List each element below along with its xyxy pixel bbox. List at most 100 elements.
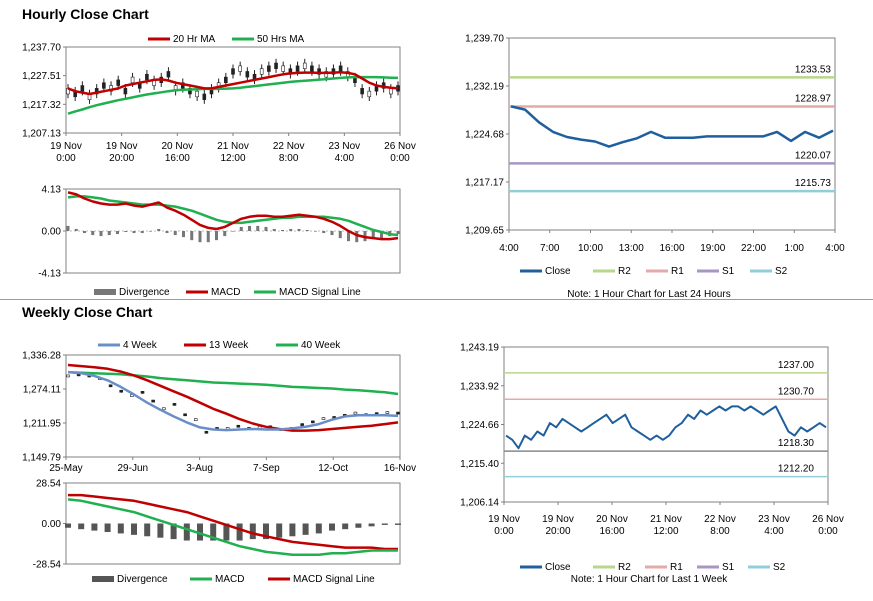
weekly-divergence-bar xyxy=(78,523,85,530)
weekly-divergence-bar xyxy=(263,523,269,540)
hourly-divergence-bar xyxy=(305,229,309,231)
weekly-price-candle xyxy=(66,374,70,378)
weekly-price-candle xyxy=(311,420,315,424)
hourly-price-legend-label: 20 Hr MA xyxy=(173,34,216,45)
hourly-price-candle xyxy=(123,88,128,95)
hourly-divergence-bar xyxy=(347,231,350,242)
weekly-divergence-bar xyxy=(381,523,388,525)
hourly-price-candle xyxy=(324,71,329,78)
weekly-levels-x-axis-label: 12:00 xyxy=(653,526,678,537)
section-divider xyxy=(0,299,873,300)
hourly-macd-legend-label: Divergence xyxy=(119,287,170,298)
hourly-price-candle xyxy=(310,65,314,72)
weekly-13wk-line xyxy=(67,363,399,432)
hourly-divergence-bar xyxy=(173,231,177,236)
weekly-divergence-bar xyxy=(395,523,401,525)
hourly-divergence-bar xyxy=(264,226,268,231)
weekly-levels-x-axis-label: 16:00 xyxy=(599,526,624,537)
weekly-price-y-axis-label: 1,274.11 xyxy=(23,385,62,396)
weekly-levels-x-axis-label: 0:00 xyxy=(818,526,838,537)
hourly-price-candle xyxy=(389,88,393,95)
hourly-levels-y-axis-label: 1,224.68 xyxy=(465,130,504,141)
hourly-levels-legend-label: S2 xyxy=(775,266,788,277)
weekly-levels-y-axis-label: 1,215.40 xyxy=(460,459,499,470)
weekly-divergence-bar xyxy=(65,523,71,528)
hourly-price-x-axis-label: 22 Nov xyxy=(273,141,305,152)
weekly-price-candle xyxy=(172,403,177,406)
weekly-level-r2-label: 1237.00 xyxy=(778,360,815,371)
weekly-divergence-bar xyxy=(342,523,349,530)
weekly-levels-legend-label: Close xyxy=(545,562,571,573)
hourly-macd-signal-line xyxy=(67,195,399,237)
hourly-macd-legend-label: MACD Signal Line xyxy=(279,287,361,298)
weekly-price-x-axis-label: 25-May xyxy=(49,463,82,474)
weekly-price-y-axis-label: 1,149.79 xyxy=(22,453,61,464)
weekly-divergence-bar xyxy=(368,523,375,527)
hourly-price-candle xyxy=(245,71,250,78)
hourly-price-candle xyxy=(295,65,300,72)
weekly-divergence-bar xyxy=(170,523,177,540)
hourly-price-x-axis-label: 4:00 xyxy=(335,153,355,164)
hourly-macd-line xyxy=(67,191,399,241)
hourly-levels-note: Note: 1 Hour Chart for Last 24 Hours xyxy=(567,289,730,300)
weekly-section-title: Weekly Close Chart xyxy=(22,304,153,320)
weekly-levels-y-axis-label: 1,243.19 xyxy=(460,343,499,354)
hourly-section-title: Hourly Close Chart xyxy=(22,6,149,22)
hourly-divergence-bar xyxy=(330,231,334,236)
hourly-price-x-axis-label: 0:00 xyxy=(56,153,76,164)
weekly-divergence-bar xyxy=(197,523,203,541)
hourly-price-candle xyxy=(116,79,121,86)
weekly-levels-y-axis-label: 1,224.66 xyxy=(460,420,499,431)
weekly-level-s1-label: 1218.30 xyxy=(778,438,815,449)
hourly-divergence-bar xyxy=(215,231,218,241)
hourly-levels-x-axis-label: 16:00 xyxy=(659,243,684,254)
weekly-levels-y-axis-label: 1,206.14 xyxy=(460,498,499,509)
weekly-divergence-bar xyxy=(355,523,362,528)
weekly-macd-y-axis-label: 28.54 xyxy=(36,479,61,490)
weekly-levels-legend-label: S1 xyxy=(722,562,735,573)
hourly-levels-y-axis-label: 1,217.17 xyxy=(465,178,504,189)
weekly-close-line xyxy=(505,405,827,450)
hourly-divergence-bar xyxy=(99,231,103,237)
hourly-price-candle xyxy=(102,82,106,89)
hourly-price-x-axis-label: 8:00 xyxy=(279,153,299,164)
weekly-macd-legend-label: Divergence xyxy=(117,574,168,585)
hourly-levels-y-axis-label: 1,239.70 xyxy=(465,34,504,45)
hourly-price-x-axis-label: 20:00 xyxy=(109,153,134,164)
weekly-divergence-bar xyxy=(131,523,137,535)
weekly-divergence-bar xyxy=(117,523,124,534)
weekly-price-candle xyxy=(193,418,198,421)
hourly-levels-legend-label: R2 xyxy=(618,266,631,277)
weekly-levels-y-axis-label: 1,233.92 xyxy=(460,381,499,392)
hourly-divergence-bar xyxy=(248,225,251,231)
hourly-divergence-bar xyxy=(107,231,111,236)
hourly-price-legend-label: 50 Hrs MA xyxy=(257,34,305,45)
weekly-price-candle xyxy=(151,399,155,403)
weekly-levels-x-axis-label: 23 Nov xyxy=(758,514,790,525)
weekly-price-y-axis-label: 1,336.28 xyxy=(22,351,61,362)
hourly-close-line xyxy=(510,105,834,148)
hourly-levels-x-axis-label: 4:00 xyxy=(499,243,519,254)
weekly-macd-legend-label: MACD xyxy=(215,574,244,585)
weekly-levels-x-axis-label: 20 Nov xyxy=(596,514,628,525)
weekly-price-candle xyxy=(385,411,390,414)
weekly-divergence-bar xyxy=(157,523,164,538)
hourly-price-candle xyxy=(195,90,199,98)
weekly-levels-x-axis-label: 4:00 xyxy=(764,526,784,537)
hourly-price-candle xyxy=(202,93,207,100)
hourly-divergence-bar xyxy=(239,226,243,231)
hourly-divergence-bar xyxy=(91,231,95,236)
hourly-level-r1-label: 1228.97 xyxy=(795,94,832,105)
hourly-divergence-bar xyxy=(231,231,235,232)
weekly-price-candle xyxy=(204,430,209,434)
weekly-price-x-axis-label: 16-Nov xyxy=(384,463,416,474)
weekly-price-candle xyxy=(353,411,358,415)
weekly-divergence-bar xyxy=(236,523,243,541)
hourly-price-candle xyxy=(66,88,70,95)
hourly-price-candle xyxy=(338,65,343,72)
hourly-divergence-bar xyxy=(281,229,284,231)
hourly-price-candle xyxy=(224,76,228,84)
hourly-level-s1-label: 1220.07 xyxy=(795,150,832,161)
hourly-levels-legend-label: Close xyxy=(545,266,571,277)
weekly-divergence-bar xyxy=(223,523,230,541)
